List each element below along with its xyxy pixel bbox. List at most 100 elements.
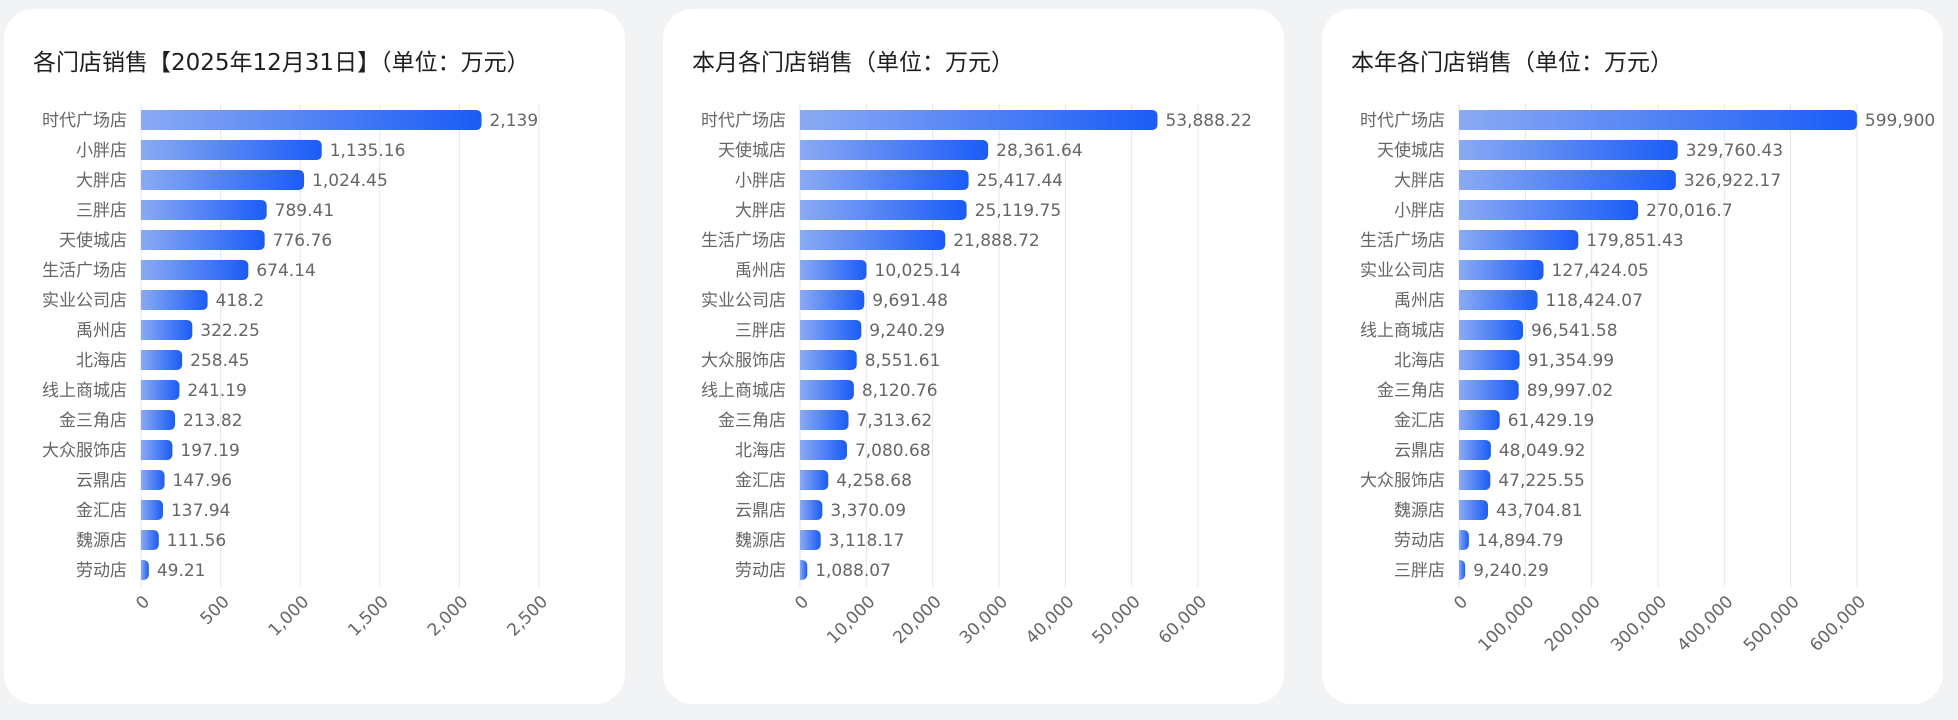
category-label: 天使城店 [59, 230, 127, 251]
value-label: 776.76 [273, 231, 332, 251]
value-label: 28,361.64 [996, 141, 1083, 161]
value-label: 3,370.09 [830, 501, 906, 521]
category-label: 实业公司店 [1360, 261, 1445, 281]
bar [141, 350, 183, 370]
value-label: 7,080.68 [855, 441, 931, 461]
value-label: 7,313.62 [857, 411, 933, 431]
bar [1459, 230, 1579, 250]
category-label: 大胖店 [1394, 171, 1445, 191]
bar [1459, 320, 1524, 340]
bar [141, 410, 176, 430]
category-label: 北海店 [1394, 351, 1445, 371]
bar [800, 170, 969, 190]
bar [141, 500, 163, 520]
bar [800, 290, 865, 310]
value-label: 96,541.58 [1531, 321, 1618, 341]
category-label: 禹州店 [1394, 291, 1445, 311]
x-tick-label: 20,000 [890, 592, 946, 648]
category-label: 劳动店 [1394, 531, 1445, 551]
bar [800, 230, 946, 250]
x-tick-label: 50,000 [1089, 592, 1145, 648]
value-label: 61,429.19 [1508, 411, 1595, 431]
bar [800, 380, 854, 400]
value-label: 1,135.16 [330, 141, 406, 161]
bar [141, 110, 482, 130]
x-tick-label: 0 [1450, 592, 1472, 614]
x-tick-label: 40,000 [1022, 592, 1078, 648]
value-label: 25,119.75 [975, 201, 1062, 221]
chart: 0 100,000 200,000 300,000 400,000 500,000 600,… [1360, 103, 1935, 656]
category-label: 天使城店 [718, 140, 786, 161]
value-label: 418.2 [216, 291, 265, 311]
bar [141, 380, 180, 400]
value-label: 4,258.68 [836, 471, 912, 491]
chart-panel: 本年各门店销售（单位：万元） 0 100,000 200,000 300,000 400… [1322, 9, 1943, 704]
value-label: 241.19 [187, 381, 246, 401]
category-label: 金三角店 [1377, 381, 1445, 401]
bar [1459, 110, 1857, 130]
value-label: 9,691.48 [872, 291, 948, 311]
bar [141, 440, 173, 460]
category-label: 时代广场店 [701, 111, 786, 131]
category-label: 生活广场店 [42, 261, 127, 281]
category-label: 大胖店 [735, 201, 786, 221]
bar [800, 500, 823, 520]
bar [1459, 140, 1678, 160]
x-tick-label: 60,000 [1155, 592, 1211, 648]
chart: 0 10,000 20,000 30,000 40,000 50,000 60,000 时代广… [701, 103, 1252, 648]
category-label: 小胖店 [735, 171, 786, 191]
category-label: 小胖店 [1394, 201, 1445, 221]
category-label: 小胖店 [76, 141, 127, 161]
bar [800, 410, 849, 430]
value-label: 270,016.7 [1646, 201, 1733, 221]
category-label: 时代广场店 [1360, 111, 1445, 131]
x-tick-label: 500,000 [1740, 592, 1804, 656]
value-label: 8,551.61 [865, 351, 941, 371]
value-label: 179,851.43 [1586, 231, 1683, 251]
value-label: 49.21 [157, 561, 206, 581]
category-label: 劳动店 [735, 561, 786, 581]
x-tick-label: 0 [791, 592, 813, 614]
chart-panel: 本月各门店销售（单位：万元） 0 10,000 20,000 30,000 40,000… [663, 9, 1284, 704]
value-label: 8,120.76 [862, 381, 938, 401]
bar [800, 110, 1158, 130]
value-label: 48,049.92 [1499, 441, 1586, 461]
value-label: 53,888.22 [1165, 111, 1252, 131]
value-label: 2,139 [490, 111, 539, 131]
bar [1459, 530, 1469, 550]
value-label: 118,424.07 [1546, 291, 1643, 311]
value-label: 91,354.99 [1528, 351, 1615, 371]
category-label: 金汇店 [735, 471, 786, 491]
x-tick-label: 400,000 [1674, 592, 1738, 656]
bar [141, 260, 249, 280]
category-label: 魏源店 [735, 531, 786, 551]
bar [141, 530, 159, 550]
value-label: 326,922.17 [1684, 171, 1781, 191]
chart-panel: 各门店销售【2025年12月31日】（单位：万元） 0 500 1,000 1,500… [4, 9, 625, 704]
chart: 0 500 1,000 1,500 2,000 2,500 时代广场店 2,139 小胖店 1,1… [42, 103, 552, 641]
x-tick-label: 1,500 [344, 592, 393, 641]
category-label: 三胖店 [76, 201, 127, 221]
category-label: 三胖店 [1394, 561, 1445, 581]
value-label: 25,417.44 [977, 171, 1064, 191]
bar [1459, 170, 1676, 190]
bar [141, 140, 322, 160]
bar [800, 140, 989, 160]
bar [800, 470, 829, 490]
x-tick-label: 0 [132, 592, 154, 614]
category-label: 大众服饰店 [701, 351, 786, 371]
value-label: 21,888.72 [953, 231, 1040, 251]
x-tick-label: 10,000 [823, 592, 879, 648]
category-label: 北海店 [735, 441, 786, 461]
value-label: 43,704.81 [1496, 501, 1583, 521]
category-label: 魏源店 [76, 531, 127, 551]
value-label: 197.19 [180, 441, 239, 461]
bar [141, 320, 193, 340]
category-label: 北海店 [76, 351, 127, 371]
value-label: 14,894.79 [1477, 531, 1564, 551]
chart-title: 本月各门店销售（单位：万元） [692, 50, 1014, 76]
category-label: 禹州店 [76, 321, 127, 341]
bar [1459, 560, 1466, 580]
value-label: 9,240.29 [869, 321, 945, 341]
x-tick-label: 500 [197, 592, 234, 629]
